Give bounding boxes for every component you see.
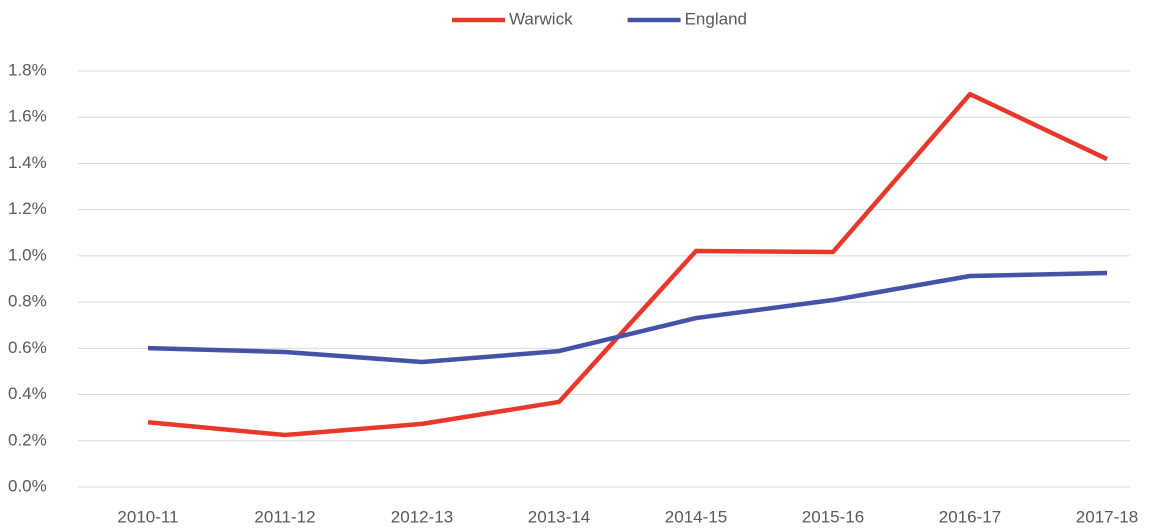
- legend-label: England: [685, 9, 747, 28]
- y-tick-label: 1.6%: [8, 107, 47, 126]
- x-tick-label: 2013-14: [528, 507, 590, 526]
- x-tick-label: 2011-12: [254, 507, 315, 526]
- y-tick-label: 0.6%: [8, 338, 47, 357]
- y-tick-label: 1.0%: [8, 245, 47, 264]
- y-tick-label: 0.4%: [8, 384, 47, 403]
- x-tick-label: 2015-16: [802, 507, 864, 526]
- x-tick-label: 2012-13: [391, 507, 453, 526]
- legend-label: Warwick: [509, 9, 573, 28]
- y-tick-label: 1.4%: [8, 153, 47, 172]
- line-series: [147, 270, 1108, 365]
- line-series: [147, 91, 1108, 438]
- y-tick-label: 0.0%: [8, 476, 47, 495]
- y-tick-label: 1.2%: [8, 199, 47, 218]
- x-tick-label: 2014-15: [665, 507, 727, 526]
- x-tick-label: 2017-18: [1076, 507, 1138, 526]
- x-tick-label: 2016-17: [939, 507, 1001, 526]
- y-tick-label: 1.8%: [8, 60, 47, 79]
- x-tick-label: 2010-11: [117, 507, 178, 526]
- y-tick-label: 0.8%: [8, 292, 47, 311]
- y-tick-label: 0.2%: [8, 430, 47, 449]
